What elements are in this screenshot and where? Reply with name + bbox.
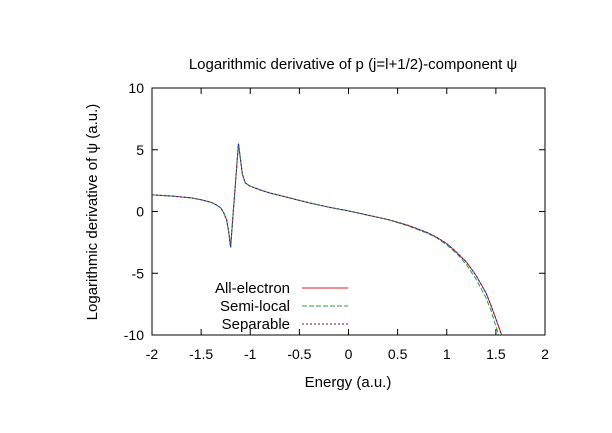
legend-label-1: Semi-local <box>220 298 290 315</box>
series-line-2-segment-2 <box>237 143 503 335</box>
series-line-1-segment-0 <box>152 194 232 248</box>
y-tick-label: 5 <box>136 142 144 158</box>
x-axis-label: Energy (a.u.) <box>305 374 392 391</box>
y-tick-label: 10 <box>128 80 144 96</box>
plot-layer: -2 -1.5 -1 -0.5 0 0.5 1 1.5 2 -10 -5 0 5 10 All-electr… <box>124 80 549 362</box>
y-tick-label: -10 <box>124 327 144 343</box>
x-tick-label: -1 <box>244 346 257 362</box>
x-tick-label: -1.5 <box>189 346 213 362</box>
y-tick-label: 0 <box>136 204 144 220</box>
series-line-2-segment-1 <box>230 143 239 248</box>
x-tick-label: 0.5 <box>388 346 408 362</box>
y-axis-label: Logarithmic derivative of ψ (a.u.) <box>84 104 101 321</box>
x-tick-label: -0.5 <box>287 346 311 362</box>
legend-label-2: Separable <box>222 316 290 333</box>
series-line-0-segment-0 <box>152 194 232 248</box>
x-tick-label: 0 <box>345 346 353 362</box>
series-line-2-segment-0 <box>152 194 232 248</box>
legend-label-0: All-electron <box>215 280 290 297</box>
x-tick-label: 2 <box>541 346 549 362</box>
chart-title: Logarithmic derivative of p (j=l+1/2)-co… <box>189 56 517 73</box>
x-tick-label: 1 <box>443 346 451 362</box>
x-tick-label: 1.5 <box>486 346 506 362</box>
y-tick-label: -5 <box>132 265 145 281</box>
x-tick-label: -2 <box>146 346 159 362</box>
